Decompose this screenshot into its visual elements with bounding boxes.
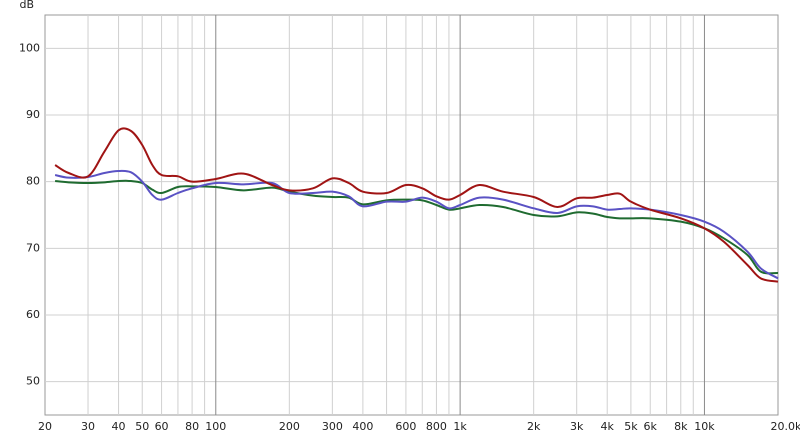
series-line [54, 169, 779, 280]
x-tick-label: 1k [453, 420, 467, 433]
y-tick-label: 90 [26, 108, 40, 121]
y-tick-label: 80 [26, 175, 40, 188]
y-tick-label: 100 [19, 41, 40, 54]
lines [54, 127, 779, 283]
y-axis-label: dB [19, 0, 34, 11]
x-tick-label: 5k [624, 420, 638, 433]
x-tick-label: 600 [395, 420, 416, 433]
x-tick-label: 40 [112, 420, 126, 433]
x-tick-label: 60 [155, 420, 169, 433]
x-tick-label: 30 [81, 420, 95, 433]
y-tick-label: 70 [26, 241, 40, 254]
x-tick-label: 300 [322, 420, 343, 433]
x-tick-label: 100 [205, 420, 226, 433]
x-tick-label: 20 [38, 420, 52, 433]
series-line [55, 179, 779, 275]
series-line [54, 127, 779, 283]
x-tick-label: 800 [426, 420, 447, 433]
x-tick-label: 80 [185, 420, 199, 433]
x-tick-label: 3k [570, 420, 584, 433]
x-tick-label: 8k [674, 420, 688, 433]
plot-frame [44, 14, 779, 416]
grid [45, 15, 778, 415]
x-tick-label: 2k [527, 420, 541, 433]
x-tick-label: 20.0kHz [771, 420, 800, 433]
x-tick-label: 50 [135, 420, 149, 433]
y-tick-label: 50 [26, 375, 40, 388]
x-tick-label: 400 [352, 420, 373, 433]
x-tick-label: 4k [601, 420, 615, 433]
x-tick-label: 200 [279, 420, 300, 433]
x-tick-label: 10k [694, 420, 715, 433]
y-tick-label: 60 [26, 308, 40, 321]
x-tick-label: 6k [644, 420, 658, 433]
